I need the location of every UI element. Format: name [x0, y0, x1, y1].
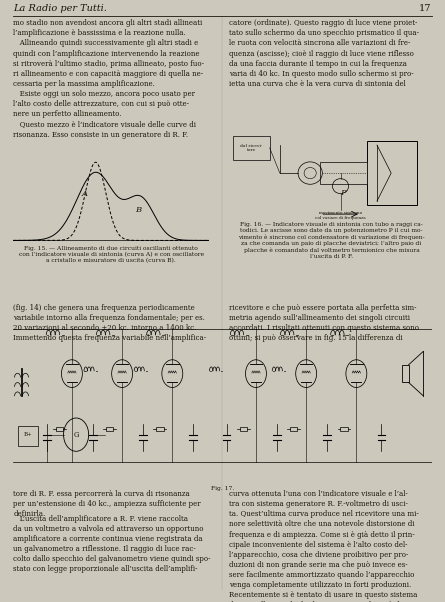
Bar [233, 135, 270, 160]
Bar [56, 427, 63, 431]
Bar [106, 427, 113, 431]
Text: A: A [82, 190, 88, 198]
Text: La Radio per Tutti.: La Radio per Tutti. [13, 4, 107, 13]
Bar [290, 427, 297, 431]
Text: tore di R. F. essa percorrerà la curva di risonanza
per un’estensione di 40 kc.,: tore di R. F. essa percorrerà la curva d… [13, 490, 201, 518]
Text: movimento sincrono
col variare di frequenza: movimento sincrono col variare di freque… [315, 211, 366, 220]
Bar [402, 365, 409, 382]
FancyBboxPatch shape [367, 141, 417, 205]
Bar [340, 427, 348, 431]
Text: L’uscita dell’amplificatore a R. F. viene raccolta
da un voltmetro a valvola ed : L’uscita dell’amplificatore a R. F. vien… [13, 515, 211, 573]
Text: mo stadio non avendosi ancora gli altri stadi allineati
l’amplificazione è bassi: mo stadio non avendosi ancora gli altri … [13, 19, 204, 138]
Text: ricevitore e che può essere portata alla perfetta sim-
metria agendo sull’alline: ricevitore e che può essere portata alla… [229, 304, 419, 343]
Text: Fig. 15. — Allineamento di due circuiti oscillanti ottenuto
con l’indicatore vis: Fig. 15. — Allineamento di due circuiti … [19, 246, 204, 264]
Text: B: B [135, 206, 141, 214]
Text: 17: 17 [419, 4, 432, 13]
Text: (fig. 14) che genera una frequenza periodicamente
variabile intorno alla frequen: (fig. 14) che genera una frequenza perio… [13, 304, 206, 343]
Text: Fig. 16. — Indicatore visuale di sintonia con tubo a raggi ca-
todici. Le asciss: Fig. 16. — Indicatore visuale di sintoni… [238, 222, 425, 259]
Text: Fig. 17.: Fig. 17. [211, 486, 234, 491]
Bar [17, 426, 38, 445]
Bar [156, 427, 163, 431]
Text: P: P [340, 190, 346, 197]
Text: G: G [73, 430, 79, 439]
Text: B+: B+ [24, 432, 32, 437]
Text: dal ricevi-
tore: dal ricevi- tore [240, 144, 263, 152]
Bar [320, 162, 367, 184]
Bar [240, 427, 247, 431]
Text: curva ottenuta l’una con l’indicatore visuale e l’al-
tra con sistema generatore: curva ottenuta l’una con l’indicatore vi… [229, 490, 423, 602]
Text: catore (ordinate). Questo raggio di luce viene proiet-
tato sullo schermo da uno: catore (ordinate). Questo raggio di luce… [229, 19, 419, 88]
